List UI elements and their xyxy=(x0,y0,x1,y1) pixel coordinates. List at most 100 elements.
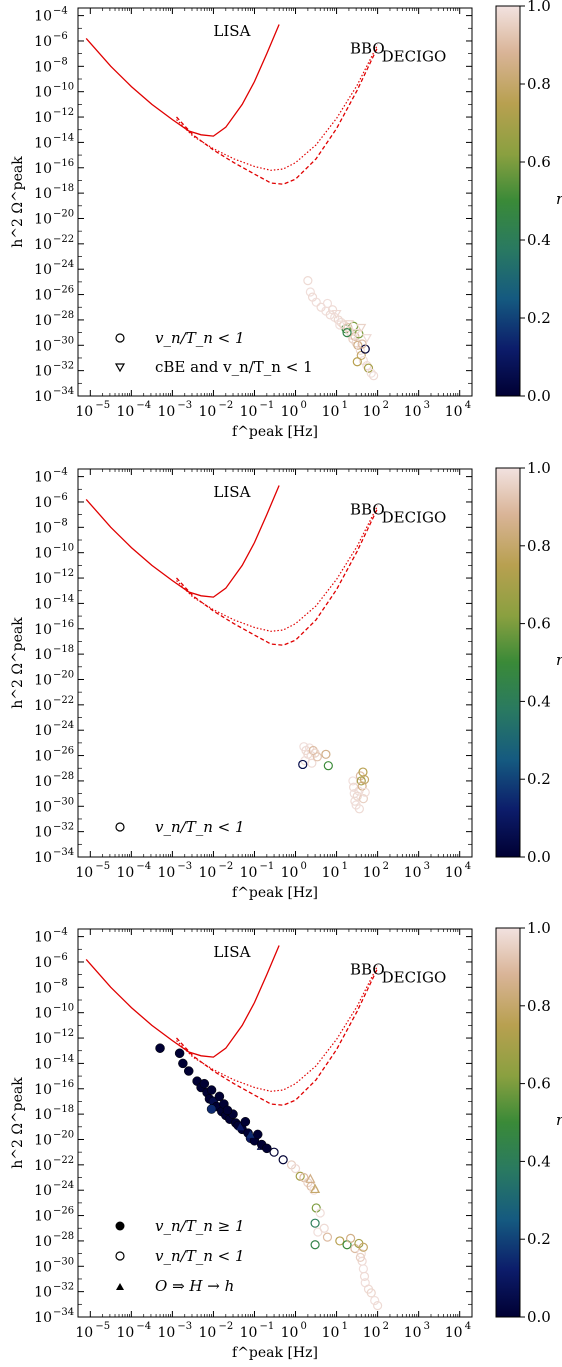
filled-circle-point xyxy=(174,1048,185,1059)
y-tick-label: 10 xyxy=(34,338,52,354)
open-circle-point xyxy=(323,761,333,771)
bbo-label: BBO xyxy=(350,501,385,519)
plot-3-frame xyxy=(77,928,473,1318)
x-ticks-3: 10 −5 10 −4 10 −3 10 −2 10 −1 10 0 10 1 10 2 10 3 10 4 xyxy=(75,929,471,1341)
colorbar-tick-label: 0.0 xyxy=(527,1308,551,1326)
x-tick-label: 10 xyxy=(157,404,175,420)
colorbar-tick-label: 0.8 xyxy=(527,75,551,93)
x-axis-label-2: f^peak [Hz] xyxy=(232,885,318,901)
x-tick-label: 10 xyxy=(75,1325,93,1341)
y-tick-exponent: −24 xyxy=(53,1180,74,1191)
panel-3: 0.00.20.40.60.81.0 r 10−510−410−310−210−… xyxy=(10,919,562,1361)
y-tick-label: 10 xyxy=(34,1006,52,1022)
legend-1-entry-1: v_n/T_n < 1 xyxy=(115,329,245,347)
y-tick-label: 10 xyxy=(34,161,52,177)
legend-3-entry-3: O ⇒ H → h xyxy=(116,1277,234,1295)
scatter-points-3 xyxy=(155,1043,383,1311)
lisa-label: LISA xyxy=(213,943,250,961)
y-tick-exponent: −18 xyxy=(53,183,74,194)
open-circle-point xyxy=(322,1232,333,1242)
y-tick-label: 10 xyxy=(34,1107,52,1123)
colorbar-1-ticks: 0.0 0.2 0.4 0.6 0.8 1.0 xyxy=(520,0,551,405)
x-tick-exponent: 3 xyxy=(424,1321,430,1332)
open-circle-point xyxy=(322,298,333,309)
y-tick-exponent: −24 xyxy=(53,720,74,731)
x-tick-label: 10 xyxy=(116,1325,134,1341)
x-tick-exponent: −3 xyxy=(177,400,192,411)
x-tick-exponent: 0 xyxy=(301,1321,307,1332)
y-tick-label: 10 xyxy=(34,1183,52,1199)
lisa-label: LISA xyxy=(213,483,250,501)
open-triangle-point xyxy=(310,1183,321,1194)
x-tick-label: 10 xyxy=(75,404,93,420)
x-tick-label: 10 xyxy=(199,404,217,420)
bbo-curve xyxy=(176,965,379,1092)
y-tick-exponent: −10 xyxy=(53,82,74,93)
y-tick-exponent: −20 xyxy=(53,1129,74,1140)
y-tick-label: 10 xyxy=(34,930,52,946)
y-tick-exponent: −12 xyxy=(53,1028,74,1039)
y-tick-exponent: −18 xyxy=(53,644,74,655)
y-tick-exponent: −22 xyxy=(53,1155,74,1166)
y-tick-exponent: −30 xyxy=(53,1256,74,1267)
y-tick-exponent: −4 xyxy=(53,927,68,938)
y-tick-label: 10 xyxy=(34,1158,52,1174)
legend-3: v_n/T_n ≥ 1 v_n/T_n < 1 O ⇒ H → h xyxy=(115,1217,245,1295)
y-tick-exponent: −34 xyxy=(53,847,74,858)
y-tick-label: 10 xyxy=(34,288,52,304)
x-tick-label: 10 xyxy=(281,1325,299,1341)
x-tick-label: 10 xyxy=(322,865,340,881)
colorbar-3-ticks: 0.0 0.2 0.4 0.6 0.8 1.0 xyxy=(520,919,551,1326)
x-tick-exponent: 2 xyxy=(383,1321,389,1332)
x-tick-exponent: 0 xyxy=(301,400,307,411)
x-tick-exponent: 1 xyxy=(342,1321,348,1332)
open-circle-point xyxy=(373,1300,383,1311)
y-tick-exponent: −6 xyxy=(53,492,68,503)
y-tick-label: 10 xyxy=(34,470,52,486)
lisa-curve xyxy=(85,485,280,598)
x-tick-label: 10 xyxy=(199,1325,217,1341)
y-tick-label: 10 xyxy=(34,1285,52,1301)
legend-1: v_n/T_n < 1 cBE and v_n/T_n < 1 xyxy=(114,329,313,376)
y-ticks-2: 10−3410−3210−3010−2810−2610−2410−2210−20… xyxy=(34,467,472,866)
colorbar-tick-label: 0.8 xyxy=(527,537,551,555)
x-tick-exponent: 3 xyxy=(424,400,430,411)
y-tick-exponent: −28 xyxy=(53,1231,74,1242)
colorbar-tick-label: 0.6 xyxy=(527,615,551,633)
x-tick-exponent: −2 xyxy=(218,400,233,411)
open-circle-point xyxy=(359,1271,370,1282)
open-triangle-point xyxy=(305,1173,316,1183)
x-tick-exponent: 4 xyxy=(465,861,471,872)
y-tick-exponent: −24 xyxy=(53,259,74,270)
filled-circle-point xyxy=(252,1129,263,1140)
y-tick-exponent: −14 xyxy=(53,593,74,604)
decigo-curve xyxy=(176,47,379,185)
open-circle-point xyxy=(366,1288,376,1298)
open-circle-point xyxy=(358,1242,368,1252)
plot-2: 10 −5 10 −4 10 −3 10 −2 10 −1 10 0 10 1 10 2 10 3 10 4 10 −3… xyxy=(10,467,473,901)
colorbar-2-ticks: 0.0 0.2 0.4 0.6 0.8 1.0 xyxy=(520,459,551,866)
open-circle-point xyxy=(357,339,367,349)
sensitivity-curves-2 xyxy=(85,485,379,646)
x-tick-label: 10 xyxy=(363,404,381,420)
y-tick-exponent: −14 xyxy=(53,1053,74,1064)
open-circle-point xyxy=(321,749,331,759)
decigo-label: DECIGO xyxy=(382,47,447,65)
y-tick-exponent: −28 xyxy=(53,310,74,321)
x-axis-label-3: f^peak [Hz] xyxy=(232,1345,318,1361)
y-tick-label: 10 xyxy=(34,1259,52,1275)
plot-2-frame xyxy=(77,468,473,858)
open-triangle-point xyxy=(343,320,354,329)
colorbar-3: 0.0 0.2 0.4 0.6 0.8 1.0 r xyxy=(495,919,562,1326)
colorbar-2-label: r xyxy=(556,651,562,669)
legend-3-entry-2: v_n/T_n < 1 xyxy=(115,1247,245,1265)
y-tick-label: 10 xyxy=(34,389,52,405)
y-ticks-3: 10−3410−3210−3010−2810−2610−2410−2210−20… xyxy=(34,927,472,1326)
x-tick-exponent: −1 xyxy=(259,1321,274,1332)
x-tick-exponent: 1 xyxy=(342,400,348,411)
x-tick-exponent: −1 xyxy=(259,861,274,872)
open-circle-point xyxy=(358,767,368,777)
y-axis-label-3: h^2 Ω^peak xyxy=(10,1077,26,1169)
bbo-label: BBO xyxy=(350,40,385,58)
